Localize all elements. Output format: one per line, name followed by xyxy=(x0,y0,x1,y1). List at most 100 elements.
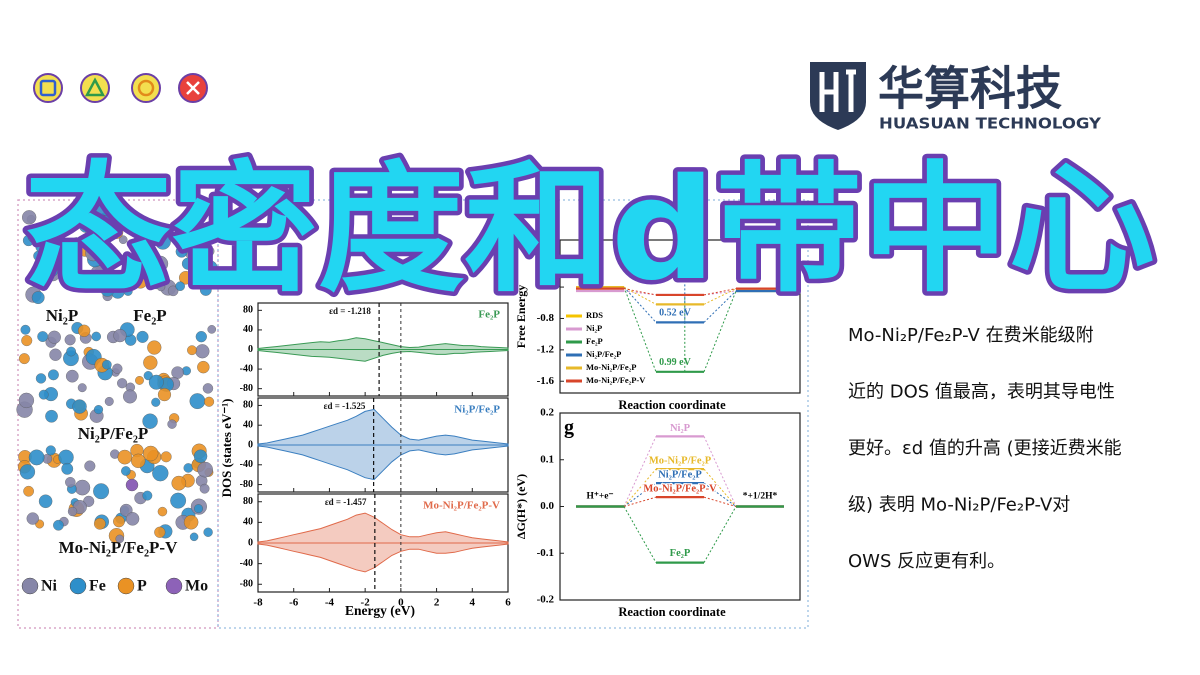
panel-title: Fe₂P xyxy=(478,309,500,321)
atom xyxy=(175,245,188,258)
y-axis-label: ΔG(H*) (eV) xyxy=(514,474,528,539)
atom xyxy=(195,344,210,359)
atom xyxy=(207,325,217,334)
atom xyxy=(113,515,125,528)
logo-name: 华算科技 xyxy=(878,62,1062,116)
atom xyxy=(197,360,210,374)
atom xyxy=(31,291,45,305)
y-tick-label: 80 xyxy=(243,496,253,507)
d-band-center-label: εd = -1.525 xyxy=(324,401,366,411)
y-tick-label: 0.0 xyxy=(540,500,554,512)
y-tick-label: -40 xyxy=(240,459,253,470)
x-tick-label: -4 xyxy=(325,597,335,609)
panel-title: Mo-Ni₂P/Fe₂P-V xyxy=(423,500,500,512)
y-tick-label: 80 xyxy=(243,305,253,316)
x-tick-label: 2 xyxy=(434,597,440,609)
level-connector xyxy=(703,288,737,296)
atom xyxy=(115,534,125,544)
atom xyxy=(35,373,47,384)
level-connector xyxy=(703,506,737,563)
description-line: 近的 DOS 值最高，表明其导电性 xyxy=(848,382,1115,403)
y-tick-label: -80 xyxy=(240,383,253,394)
atom xyxy=(142,445,159,462)
level-connector xyxy=(623,288,657,296)
atom xyxy=(143,355,158,370)
plots-box xyxy=(217,199,809,629)
atom xyxy=(47,330,61,344)
icon-square xyxy=(33,73,63,103)
x-tick-label: 6 xyxy=(505,597,511,609)
category-label: H⁺+e⁻ xyxy=(586,492,613,502)
atom xyxy=(109,225,124,239)
atom xyxy=(100,282,115,297)
atom xyxy=(53,519,64,531)
atom xyxy=(154,526,166,538)
y-tick-label: -80 xyxy=(240,479,253,490)
dos-area xyxy=(257,542,509,573)
atom xyxy=(147,340,162,355)
series-label: Ni₂P xyxy=(670,423,691,434)
atom xyxy=(171,366,184,379)
level-connector xyxy=(703,290,737,372)
y-tick-label: -40 xyxy=(240,558,253,569)
level-connector xyxy=(623,468,657,507)
icon-cross-glyph xyxy=(186,81,200,95)
dos-area xyxy=(257,444,509,481)
atom xyxy=(19,464,36,480)
legend-label: Mo-Ni₂P/Fe₂P-V xyxy=(586,375,646,385)
icon-row xyxy=(33,73,208,103)
d-band-center-label: εd = -1.218 xyxy=(329,306,371,316)
atom xyxy=(135,376,144,385)
level-connector xyxy=(623,286,657,372)
atom xyxy=(193,449,208,463)
legend-label: Mo xyxy=(185,578,208,595)
atom xyxy=(27,230,40,243)
atom xyxy=(199,284,212,296)
y-tick-label: 0.2 xyxy=(540,407,554,419)
x-tick-label: 4 xyxy=(470,597,476,609)
atom xyxy=(187,345,197,356)
structure-label: Ni₂P xyxy=(46,306,78,325)
level-connector xyxy=(703,290,737,323)
y-tick-label: -0.4 xyxy=(537,281,555,293)
atom xyxy=(154,233,171,250)
atom xyxy=(66,346,76,357)
atom xyxy=(93,517,106,530)
category-label: *+1/2H* xyxy=(743,492,778,502)
atom xyxy=(194,504,204,514)
atom xyxy=(127,216,142,231)
icon-circle xyxy=(131,73,161,103)
atom xyxy=(102,359,112,370)
atom xyxy=(152,465,169,482)
y-tick-label: -40 xyxy=(240,363,253,374)
atom xyxy=(136,330,149,343)
series-label: Mo-Ni₂P/Fe₂P xyxy=(649,456,712,467)
y-axis-label: Free Energy xyxy=(514,285,528,348)
atom xyxy=(156,282,166,292)
atom xyxy=(18,353,30,365)
level-connector xyxy=(703,288,737,305)
legend-swatch xyxy=(117,577,135,595)
level-connector xyxy=(703,482,737,507)
figure: Ni₂P Fe₂P Ni₂P/Fe₂P Mo-Ni₂P/Fe₂P-V Ni Fe P Mo -8… xyxy=(16,205,801,619)
atom xyxy=(167,285,179,297)
atom xyxy=(114,209,127,221)
atom xyxy=(151,397,161,407)
atom xyxy=(85,235,96,246)
dos-area xyxy=(257,337,509,350)
atom xyxy=(160,451,172,463)
structure-label: Fe₂P xyxy=(133,306,166,325)
x-axis-label: Reaction coordinate xyxy=(618,605,726,619)
atom xyxy=(167,419,177,429)
atom xyxy=(118,235,128,244)
level-connector xyxy=(623,482,657,507)
atom xyxy=(113,328,127,343)
y-tick-label: 0 xyxy=(248,537,253,548)
atom xyxy=(22,210,37,225)
atom xyxy=(125,478,139,492)
legend-label: Ni xyxy=(41,578,58,595)
y-tick-label: 40 xyxy=(243,324,253,335)
panel-letter: g xyxy=(564,417,574,439)
icon-square-glyph xyxy=(39,79,57,97)
atom xyxy=(123,389,137,404)
